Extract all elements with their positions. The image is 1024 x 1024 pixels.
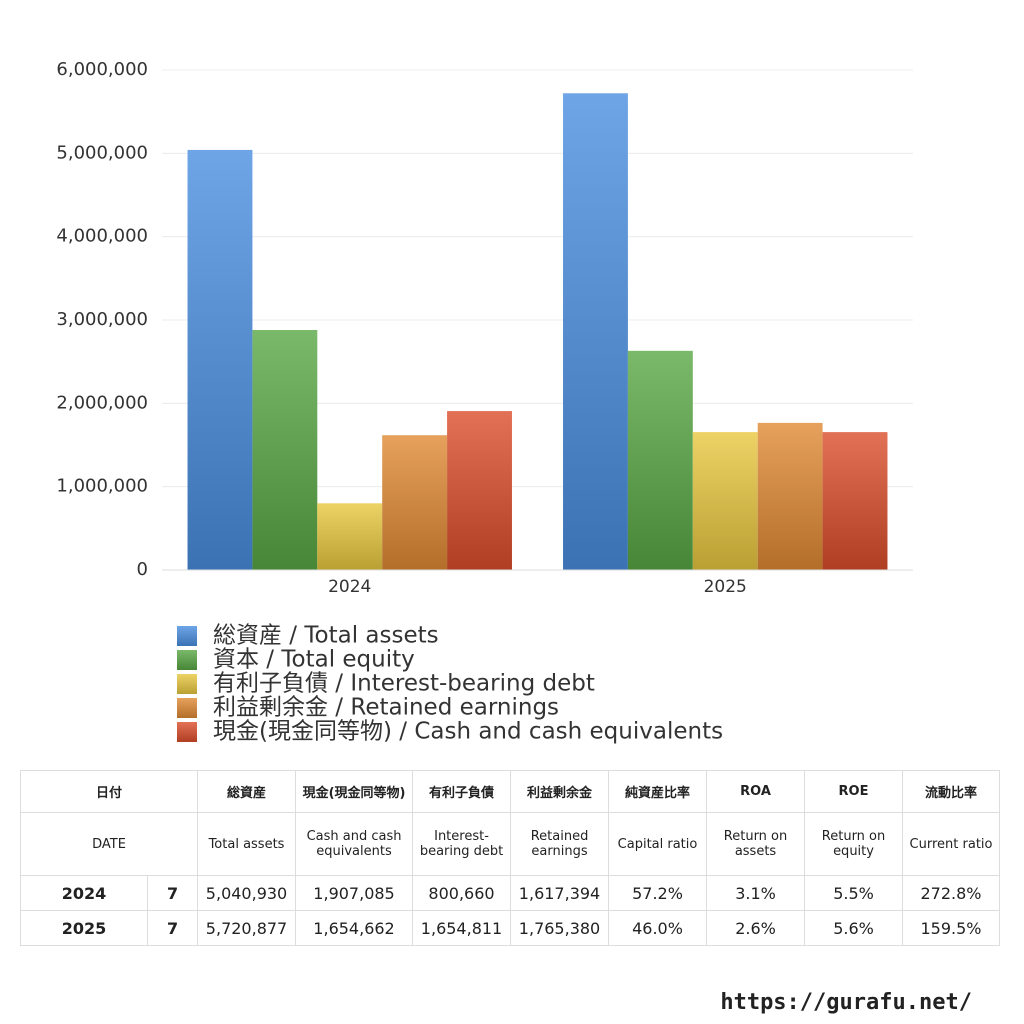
header-cell: Capital ratio	[608, 812, 708, 876]
legend-label: 現金(現金同等物) / Cash and cash equivalents	[213, 719, 723, 745]
header-cell: Current ratio	[902, 812, 1001, 876]
header-cell: 純資産比率	[608, 770, 708, 813]
year-cell: 2025	[20, 910, 148, 946]
header-cell: Return on equity	[804, 812, 904, 876]
header-cell: DATE	[19, 812, 199, 876]
data-cell: 3.1%	[706, 875, 806, 911]
month-cell: 7	[146, 875, 199, 911]
header-cell: ROE	[804, 770, 904, 813]
chart: 0 1,000,000 2,000,000 3,000,000 4,000,000 5,0…	[56, 59, 913, 745]
data-cell: 272.8%	[902, 875, 1001, 911]
legend-label: 有利子負債 / Interest-bearing debt	[213, 671, 595, 697]
data-table: 日付 総資産 現金(現金同等物) 有利子負債 利益剰余金 純資産比率 ROA ROE 流動比率 D…	[19, 770, 1001, 946]
data-cell: 800,660	[412, 875, 512, 911]
data-cell: 5,040,930	[197, 875, 297, 911]
bar	[563, 93, 628, 570]
data-cell: 1,765,380	[510, 910, 610, 946]
header-cell: ROA	[706, 770, 806, 813]
table-row: DATE Total assets Cash and cash equivalent…	[19, 812, 1001, 876]
table-row: 2025 7 5,720,877 1,654,662 1,654,811 1,765,38…	[20, 910, 1001, 946]
table-row: 2024 7 5,040,930 1,907,085 800,660 1,617,394 5…	[20, 875, 1001, 911]
header-cell: 日付	[19, 770, 199, 813]
bar	[627, 350, 693, 570]
data-cell: 5.5%	[804, 875, 904, 911]
legend-swatch	[177, 674, 197, 694]
bar	[187, 149, 253, 571]
header-cell: Interest-bearing debt	[412, 812, 512, 876]
y-tick-label: 6,000,000	[56, 59, 148, 80]
bar	[382, 435, 448, 570]
data-cell: 5,720,877	[197, 910, 297, 946]
header-cell: 現金(現金同等物)	[295, 770, 414, 813]
y-tick-label: 3,000,000	[56, 309, 148, 330]
data-cell: 5.6%	[804, 910, 904, 946]
header-cell: 流動比率	[902, 770, 1001, 813]
month-cell: 7	[146, 910, 199, 946]
bar	[447, 411, 512, 570]
data-cell: 2.6%	[706, 910, 806, 946]
x-tick-label: 2024	[328, 577, 371, 597]
legend-swatch	[177, 626, 197, 646]
bar	[317, 503, 383, 570]
data-cell: 1,907,085	[295, 875, 414, 911]
y-tick-label: 1,000,000	[56, 476, 148, 497]
legend-swatch	[177, 698, 197, 718]
data-cell: 1,654,662	[295, 910, 414, 946]
legend-swatch	[177, 650, 197, 670]
y-tick-label: 5,000,000	[56, 142, 148, 163]
header-cell: 総資産	[197, 770, 297, 813]
header-cell: 有利子負債	[412, 770, 512, 813]
bar	[252, 330, 318, 570]
bar	[822, 432, 888, 570]
x-tick-label: 2025	[704, 577, 747, 597]
header-cell: Total assets	[197, 812, 297, 876]
legend-label: 資本 / Total equity	[213, 647, 415, 673]
bar	[692, 432, 758, 570]
data-cell: 46.0%	[608, 910, 708, 946]
y-tick-label: 4,000,000	[56, 226, 148, 247]
data-cell: 159.5%	[902, 910, 1001, 946]
header-cell: Cash and cash equivalents	[295, 812, 414, 876]
data-cell: 57.2%	[608, 875, 708, 911]
header-cell: Return on assets	[706, 812, 806, 876]
legend-label: 総資産 / Total assets	[213, 623, 439, 649]
table-row: 日付 総資産 現金(現金同等物) 有利子負債 利益剰余金 純資産比率 ROA ROE 流動比率	[19, 770, 1001, 813]
footer-link[interactable]: https://gurafu.net/	[720, 990, 972, 1015]
y-tick-label: 0	[137, 559, 148, 580]
header-cell: 利益剰余金	[510, 770, 610, 813]
year-cell: 2024	[20, 875, 148, 911]
legend-label: 利益剰余金 / Retained earnings	[213, 695, 559, 721]
data-cell: 1,654,811	[412, 910, 512, 946]
bar	[757, 422, 823, 570]
data-cell: 1,617,394	[510, 875, 610, 911]
header-cell: Retained earnings	[510, 812, 610, 876]
legend-swatch	[177, 722, 197, 742]
y-tick-label: 2,000,000	[56, 392, 148, 413]
